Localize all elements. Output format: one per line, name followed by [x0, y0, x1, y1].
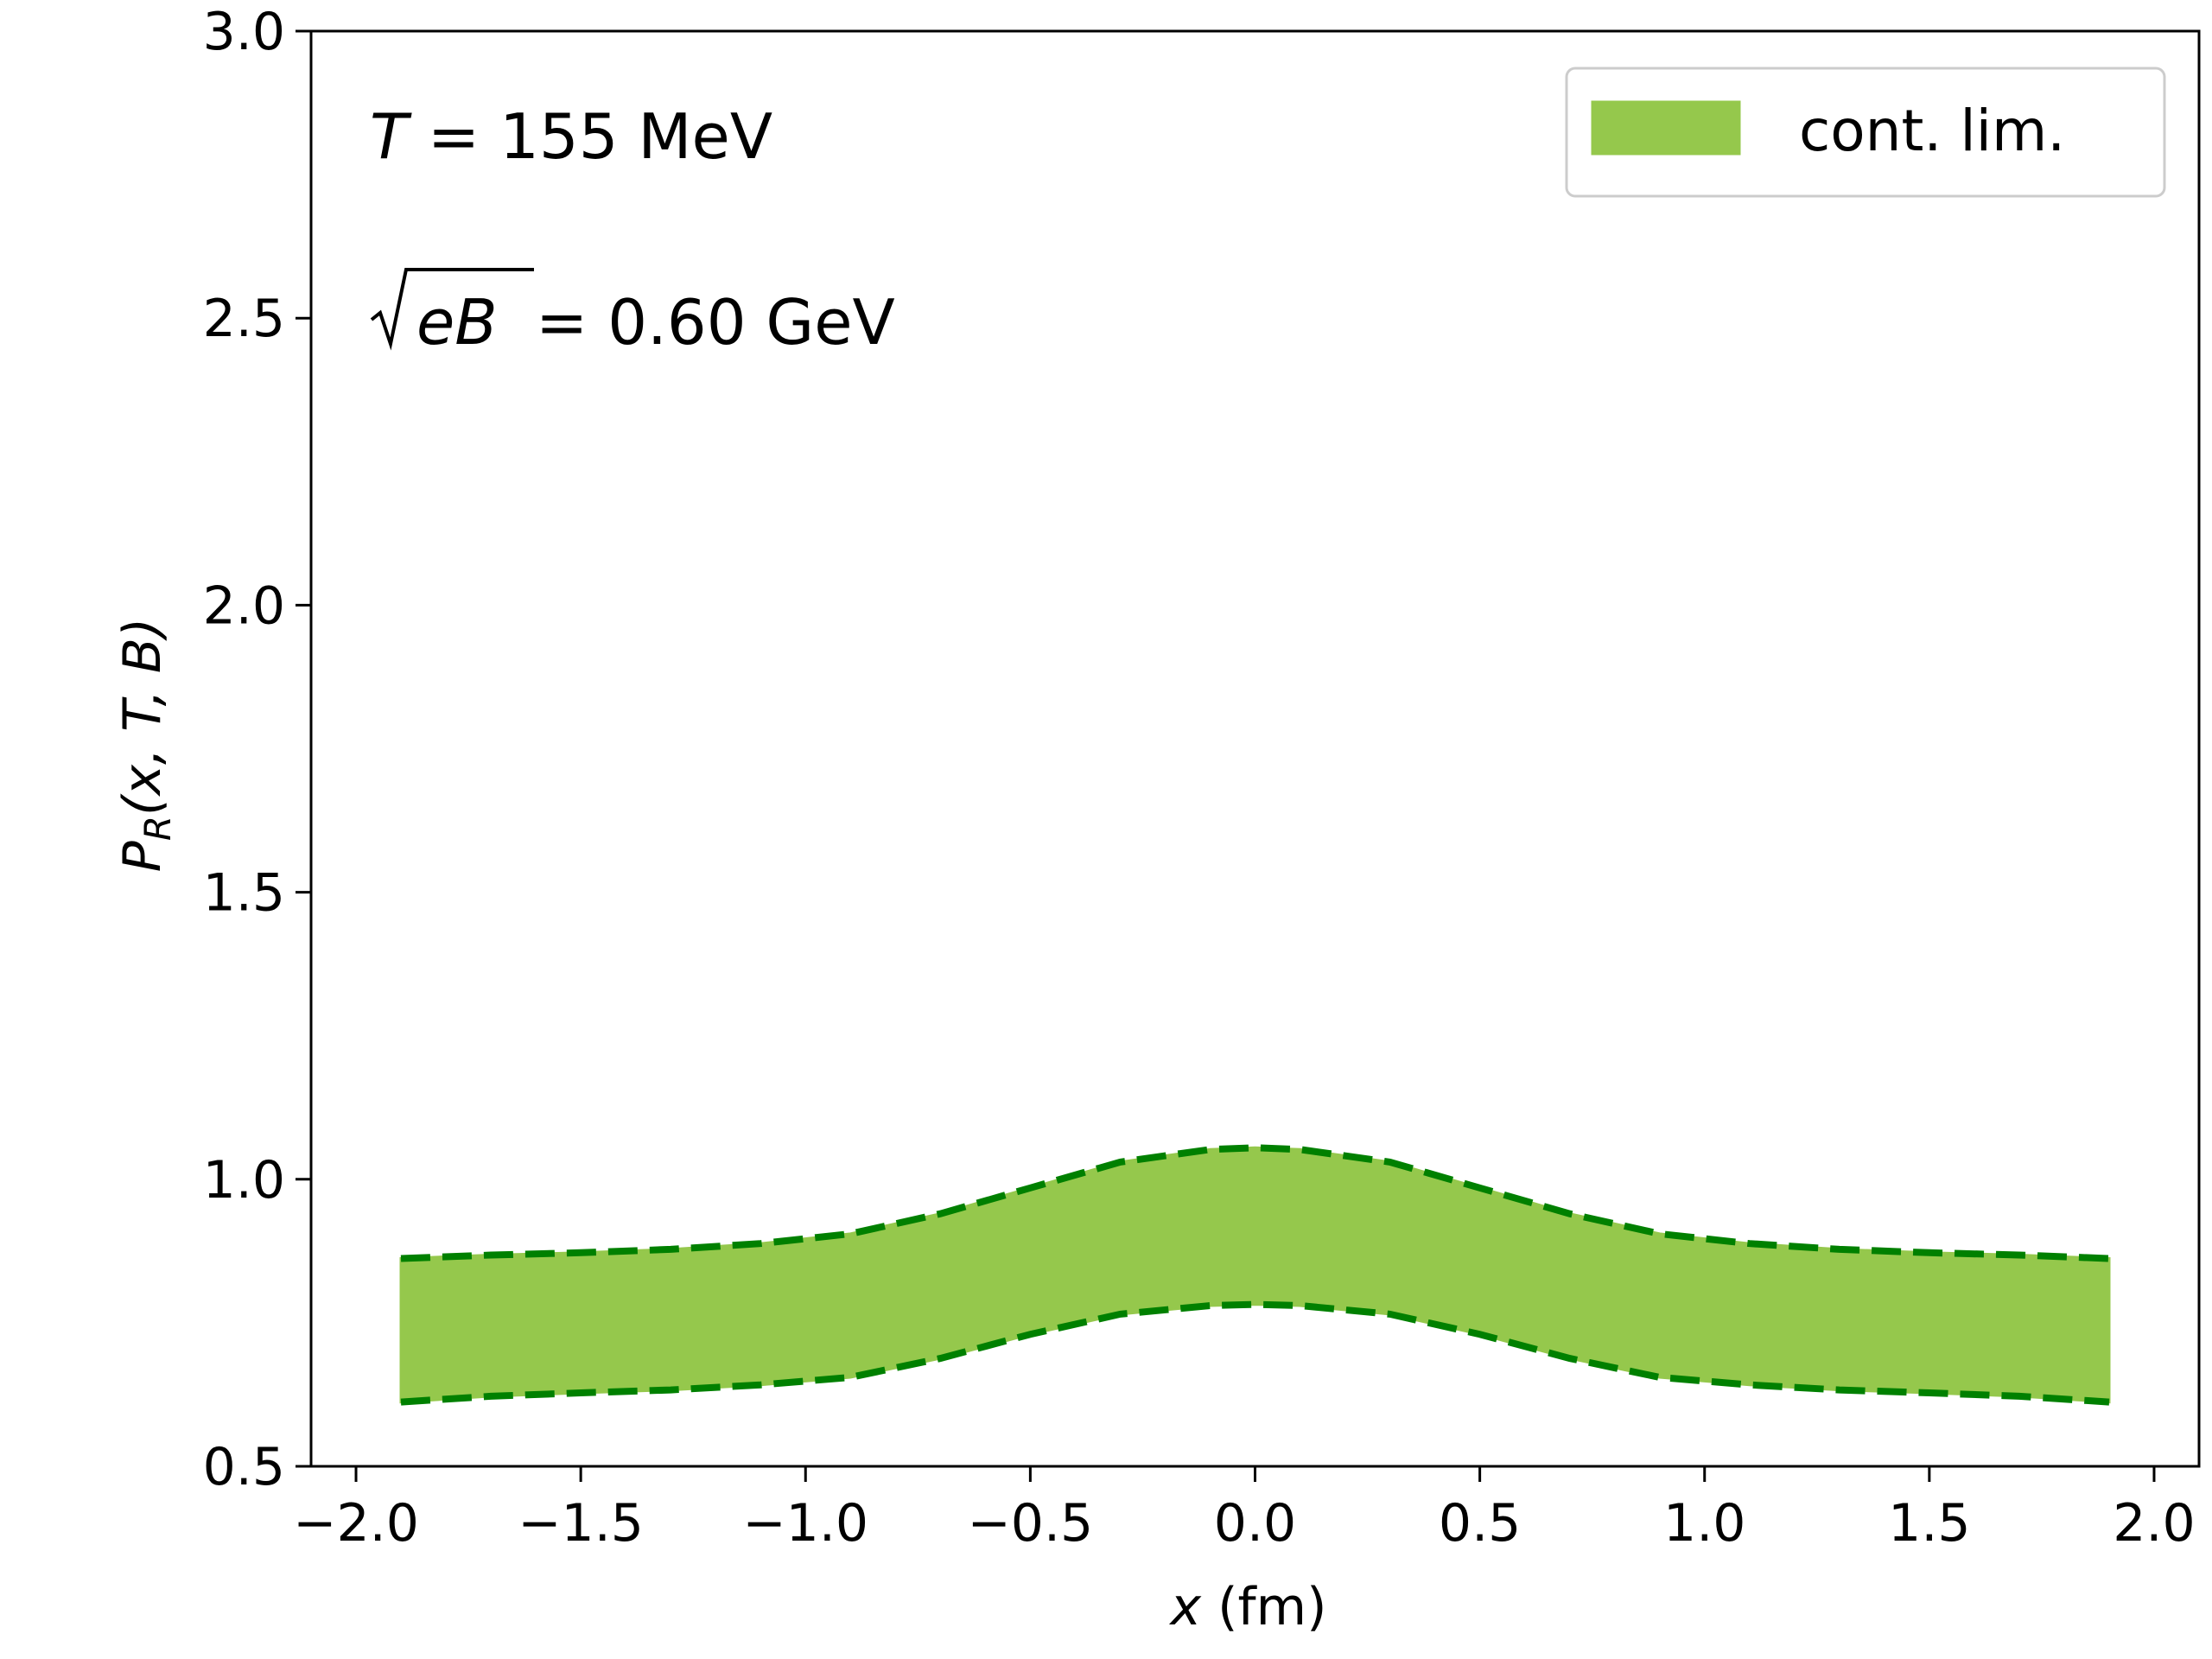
y-tick-label: 1.5 — [203, 863, 285, 924]
y-tick-label: 1.0 — [203, 1150, 285, 1211]
y-tick-label: 2.0 — [203, 575, 285, 636]
y-axis-label-var: P — [112, 840, 173, 872]
x-axis-label: x (fm) — [1169, 1577, 1327, 1637]
y-axis-label-args: (x, T, B) — [112, 618, 173, 816]
y-tick-label: 2.5 — [203, 289, 285, 349]
x-tick-label: 2.0 — [2113, 1493, 2195, 1554]
upper-bound-line — [400, 1144, 2110, 1262]
lower-bound-line — [400, 1300, 2110, 1406]
x-tick-label: −1.0 — [742, 1493, 868, 1554]
x-tick-label: 1.5 — [1888, 1493, 1970, 1554]
x-tick-label: 0.0 — [1214, 1493, 1296, 1554]
legend-label: cont. lim. — [1799, 98, 2065, 164]
field-var: eB — [416, 286, 498, 359]
x-tick-label: 0.5 — [1439, 1493, 1521, 1554]
band-layer — [399, 1144, 2111, 1406]
field-value: = 0.60 GeV — [536, 286, 895, 359]
temperature-var: T — [370, 100, 412, 173]
x-tick-label: −2.0 — [293, 1493, 419, 1554]
legend: cont. lim. — [1565, 67, 2166, 198]
sqrt-sign-icon — [370, 268, 534, 351]
y-axis-label-sub: R — [137, 816, 179, 841]
x-axis-label-var: x — [1169, 1577, 1202, 1637]
x-tick-label: −1.5 — [518, 1493, 644, 1554]
x-ticks: −2.0 −1.5 −1.0 −0.5 0.0 0.5 1.0 1.5 2.0 — [293, 1466, 2196, 1554]
y-tick-label: 0.5 — [203, 1437, 285, 1497]
x-axis-label-unit: (fm) — [1201, 1577, 1326, 1637]
legend-box — [1565, 67, 2166, 198]
x-tick-label: −0.5 — [968, 1493, 1094, 1554]
y-tick-label: 3.0 — [203, 2, 285, 62]
plot-frame — [309, 29, 2201, 1468]
x-tick-label: 1.0 — [1663, 1493, 1745, 1554]
y-axis-label: PR(x, T, B) — [112, 618, 179, 873]
y-ticks: 0.5 1.0 1.5 2.0 2.5 3.0 — [203, 2, 311, 1497]
legend-swatch — [1591, 100, 1741, 156]
field-annotation: eB = 0.60 GeV — [370, 268, 895, 359]
temperature-value: = 155 MeV — [408, 100, 772, 173]
temperature-annotation: T = 155 MeV — [370, 100, 772, 173]
